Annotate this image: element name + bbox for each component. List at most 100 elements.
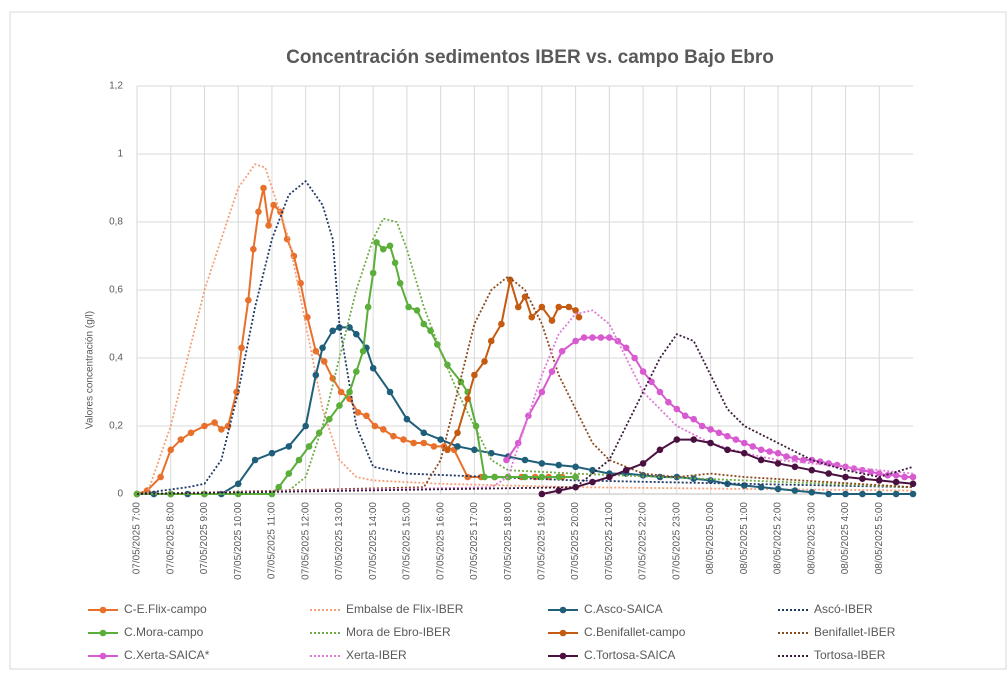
- data-point: [187, 429, 195, 437]
- data-point: [234, 490, 242, 498]
- data-point: [498, 320, 505, 328]
- data-point: [859, 490, 866, 498]
- data-point: [639, 460, 647, 467]
- data-point: [238, 344, 245, 352]
- data-point: [808, 466, 816, 474]
- data-point: [471, 446, 478, 454]
- data-point: [842, 490, 849, 498]
- data-point: [909, 473, 917, 481]
- data-point: [565, 303, 573, 311]
- y-tick-label: 1,2: [109, 81, 123, 92]
- data-point: [892, 490, 900, 498]
- legend-label: C.Asco-SAICA: [584, 602, 663, 616]
- series-line: [146, 163, 914, 495]
- data-point: [741, 439, 748, 447]
- data-point: [521, 456, 529, 464]
- data-point: [673, 405, 681, 413]
- data-point: [260, 184, 267, 192]
- data-point: [842, 473, 849, 481]
- legend-label: C-E.Flix-campo: [124, 602, 207, 616]
- data-point: [715, 429, 723, 437]
- data-point: [167, 446, 175, 454]
- data-point: [808, 489, 816, 496]
- data-point: [444, 446, 451, 454]
- legend-label: Xerta-IBER: [346, 648, 407, 662]
- data-point: [690, 436, 697, 443]
- y-tick-label: 0,2: [109, 421, 123, 432]
- data-point: [648, 378, 655, 386]
- data-point: [548, 317, 556, 324]
- data-point: [521, 473, 529, 481]
- data-point: [749, 443, 757, 450]
- data-point: [487, 337, 495, 345]
- legend-label: Embalse de Flix-IBER: [346, 602, 464, 616]
- data-point: [481, 473, 488, 481]
- legend-label: Tortosa-IBER: [814, 648, 886, 662]
- y-tick-label: 0: [117, 489, 123, 500]
- data-point: [326, 415, 333, 423]
- x-tick-label: 07/05/2025 23:00: [671, 502, 682, 580]
- x-tick-label: 07/05/2025 16:00: [435, 502, 446, 580]
- data-point: [555, 303, 563, 311]
- data-point: [312, 371, 320, 379]
- data-point: [211, 419, 218, 426]
- data-point: [177, 436, 185, 443]
- series-line: [136, 309, 914, 495]
- data-point: [218, 426, 225, 433]
- data-point: [597, 334, 605, 341]
- data-point: [201, 422, 208, 430]
- legend-label: Mora de Ebro-IBER: [346, 625, 451, 639]
- x-tick-label: 07/05/2025 7:00: [132, 502, 143, 575]
- legend-label: C.Tortosa-SAICA: [584, 648, 675, 662]
- x-tick-label: 07/05/2025 17:00: [469, 502, 480, 580]
- x-tick-label: 08/05/2025 2:00: [773, 502, 784, 575]
- data-point: [320, 358, 328, 365]
- data-point: [471, 371, 478, 379]
- data-point: [724, 432, 731, 440]
- data-point: [538, 473, 546, 481]
- data-point: [379, 245, 387, 253]
- data-point: [371, 422, 379, 430]
- x-tick-label: 07/05/2025 21:00: [604, 502, 615, 580]
- data-point: [901, 473, 908, 481]
- data-point: [656, 446, 664, 454]
- data-point: [437, 436, 444, 443]
- data-point: [757, 483, 765, 491]
- data-point: [265, 222, 272, 229]
- data-point: [572, 473, 579, 481]
- data-point: [454, 429, 461, 437]
- data-point: [373, 239, 380, 246]
- y-tick-label: 1: [117, 149, 123, 160]
- data-point: [430, 443, 438, 450]
- data-point: [506, 276, 514, 284]
- data-point: [538, 490, 546, 498]
- legend-label: Ascó-IBER: [814, 602, 873, 616]
- data-point: [329, 327, 336, 335]
- x-tick-label: 08/05/2025 0:00: [705, 502, 716, 575]
- data-point: [724, 446, 731, 454]
- data-point: [403, 415, 411, 423]
- data-point: [766, 448, 773, 455]
- data-point: [270, 201, 277, 209]
- data-point: [245, 296, 252, 304]
- data-point: [528, 313, 536, 321]
- data-point: [363, 412, 370, 420]
- data-point: [892, 472, 900, 479]
- data-point: [503, 456, 510, 464]
- data-point: [390, 432, 397, 440]
- data-point: [400, 436, 407, 443]
- data-point: [369, 364, 377, 372]
- data-point: [665, 398, 672, 406]
- data-point: [606, 473, 613, 481]
- data-point: [791, 487, 799, 494]
- data-point: [410, 439, 417, 447]
- data-point: [359, 347, 367, 355]
- data-point: [379, 426, 387, 433]
- data-point: [420, 429, 428, 437]
- data-point: [504, 473, 512, 481]
- series-line: [136, 179, 914, 495]
- data-point: [909, 490, 917, 498]
- data-point: [319, 344, 326, 352]
- data-point: [353, 368, 360, 375]
- series-line: [136, 333, 914, 495]
